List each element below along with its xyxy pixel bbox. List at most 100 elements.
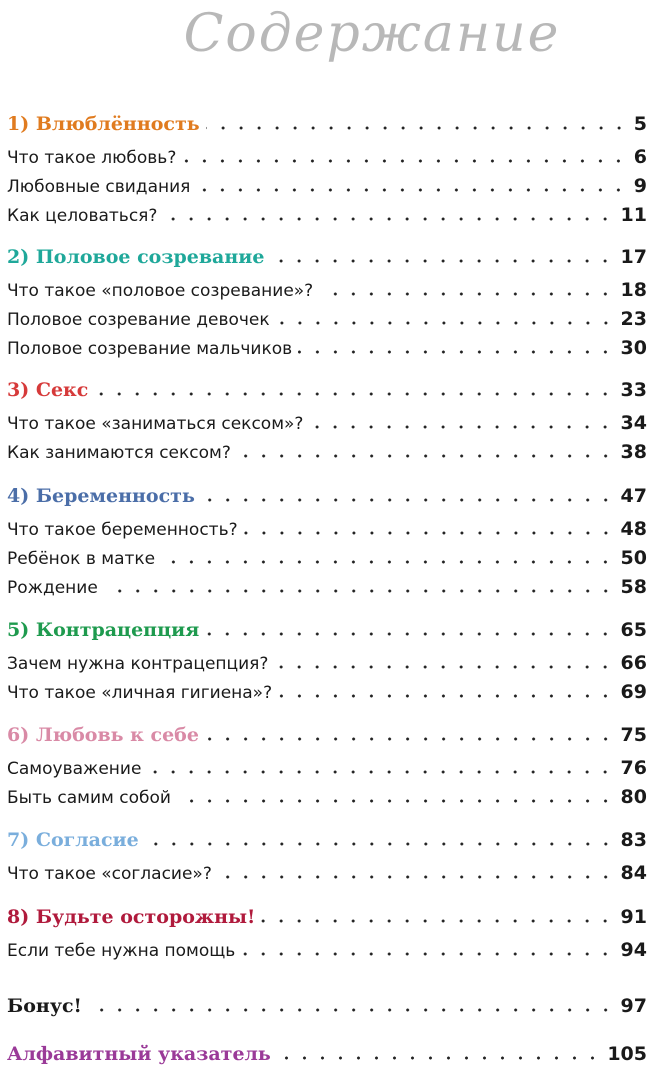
chapter-10-label: Алфавитный указатель [7, 1043, 271, 1065]
page-title: Содержание [183, 4, 561, 64]
toc-entry[interactable]: Рождение 58 [7, 576, 647, 598]
dot-leader [236, 454, 615, 458]
chapter-6-page-number: 75 [620, 724, 647, 746]
toc-entry-label: Половое созревание девочек [7, 310, 270, 330]
toc-entry-label: Что такое «половое созревание»? [7, 281, 314, 301]
toc-entry-page-number: 9 [633, 175, 647, 197]
toc-entry[interactable]: Как занимаются сексом? 38 [7, 441, 647, 463]
toc-entry[interactable]: Что такое беременность? 48 [7, 518, 647, 540]
dot-leader [200, 498, 615, 502]
dot-leader [205, 126, 628, 130]
chapter-7[interactable]: 7) Согласие 83 [7, 829, 647, 851]
toc-entry[interactable]: Что такое «половое созревание»? 18 [7, 279, 647, 301]
chapter-9-label: Бонус! [7, 995, 82, 1017]
toc-entry-label: Рождение [7, 578, 98, 598]
toc-entry-page-number: 30 [620, 337, 647, 359]
dot-leader [196, 188, 628, 192]
chapter-3-page-number: 33 [620, 379, 647, 401]
toc-entry[interactable]: Самоуважение 76 [7, 757, 647, 779]
toc-entry[interactable]: Что такое любовь? 6 [7, 146, 647, 168]
chapter-10-page-number: 105 [607, 1043, 647, 1065]
chapter-6[interactable]: 6) Любовь к себе 75 [7, 724, 647, 746]
toc-entry-page-number: 34 [620, 412, 647, 434]
toc-entry-page-number: 18 [620, 279, 647, 301]
toc-entry[interactable]: Половое созревание девочек 23 [7, 308, 647, 330]
chapter-2[interactable]: 2) Половое созревание 17 [7, 246, 647, 268]
chapter-3[interactable]: 3) Секс 33 [7, 379, 647, 401]
dot-leader [241, 952, 615, 956]
chapter-9[interactable]: Бонус! 97 [7, 995, 647, 1017]
dot-leader [217, 875, 615, 879]
chapter-2-page-number: 17 [620, 246, 647, 268]
toc-entry-label: Что такое беременность? [7, 520, 238, 540]
toc-entry-label: Любовные свидания [7, 177, 191, 197]
toc-entry[interactable]: Что такое «личная гигиена»? 69 [7, 681, 647, 703]
dot-leader [103, 589, 615, 593]
chapter-6-label: 6) Любовь к себе [7, 724, 199, 746]
toc-entry-label: Что такое «личная гигиена»? [7, 683, 273, 703]
toc-entry-page-number: 94 [620, 939, 647, 961]
dot-leader [309, 425, 615, 429]
dot-leader [163, 217, 615, 221]
toc-entry-label: Что такое «согласие»? [7, 864, 212, 884]
chapter-1-label: 1) Влюблённость [7, 113, 200, 135]
toc-entry[interactable]: Что такое «согласие»? 84 [7, 862, 647, 884]
chapter-5[interactable]: 5) Контрацепция 65 [7, 619, 647, 641]
dot-leader [298, 350, 615, 354]
chapter-4-label: 4) Беременность [7, 485, 195, 507]
toc-entry[interactable]: Зачем нужна контрацепция? 66 [7, 652, 647, 674]
chapter-1-page-number: 5 [633, 113, 647, 135]
toc-entry-page-number: 66 [620, 652, 647, 674]
dot-leader [204, 737, 615, 741]
toc-entry-page-number: 11 [620, 204, 647, 226]
chapter-5-label: 5) Контрацепция [7, 619, 200, 641]
toc-entry-page-number: 6 [633, 146, 647, 168]
toc-entry[interactable]: Как целоваться? 11 [7, 204, 647, 226]
toc-entry-label: Как занимаются сексом? [7, 443, 231, 463]
chapter-5-page-number: 65 [620, 619, 647, 641]
dot-leader [278, 694, 615, 698]
chapter-8-page-number: 91 [620, 906, 647, 928]
toc-entry-page-number: 38 [620, 441, 647, 463]
toc-entry-label: Быть самим собой [7, 788, 171, 808]
toc-entry-label: Зачем нужна контрацепция? [7, 654, 269, 674]
toc-entry-label: Самоуважение [7, 759, 142, 779]
toc-entry[interactable]: Если тебе нужна помощь 94 [7, 939, 647, 961]
toc-entry[interactable]: Быть самим собой 80 [7, 786, 647, 808]
toc-entry-label: Если тебе нужна помощь [7, 941, 236, 961]
chapter-3-label: 3) Секс [7, 379, 89, 401]
chapter-8[interactable]: 8) Будьте осторожны! 91 [7, 906, 647, 928]
dot-leader [176, 799, 615, 803]
toc-entry-page-number: 23 [620, 308, 647, 330]
dot-leader [274, 665, 615, 669]
toc-entry[interactable]: Ребёнок в матке 50 [7, 547, 647, 569]
toc-entry-label: Что такое любовь? [7, 148, 177, 168]
dot-leader [261, 919, 615, 923]
dot-leader [205, 632, 615, 636]
toc-entry[interactable]: Любовные свидания 9 [7, 175, 647, 197]
toc-entry-page-number: 50 [620, 547, 647, 569]
chapter-9-page-number: 97 [620, 995, 647, 1017]
chapter-4[interactable]: 4) Беременность 47 [7, 485, 647, 507]
toc-entry[interactable]: Половое созревание мальчиков 30 [7, 337, 647, 359]
toc-entry-page-number: 80 [620, 786, 647, 808]
dot-leader [276, 1056, 602, 1060]
chapter-2-label: 2) Половое созревание [7, 246, 265, 268]
toc-entry-page-number: 76 [620, 757, 647, 779]
toc-entry[interactable]: Что такое «заниматься сексом»? 34 [7, 412, 647, 434]
chapter-4-page-number: 47 [620, 485, 647, 507]
toc-entry-label: Ребёнок в матке [7, 549, 156, 569]
dot-leader [147, 770, 615, 774]
dot-leader [319, 292, 615, 296]
toc-entry-page-number: 48 [620, 518, 647, 540]
toc-entry-page-number: 69 [620, 681, 647, 703]
dot-leader [275, 321, 615, 325]
dot-leader [161, 560, 615, 564]
dot-leader [94, 392, 615, 396]
chapter-7-label: 7) Согласие [7, 829, 139, 851]
chapter-1[interactable]: 1) Влюблённость 5 [7, 113, 647, 135]
chapter-10[interactable]: Алфавитный указатель 105 [7, 1043, 647, 1065]
dot-leader [144, 842, 615, 846]
toc-entry-page-number: 58 [620, 576, 647, 598]
chapter-8-label: 8) Будьте осторожны! [7, 906, 256, 928]
